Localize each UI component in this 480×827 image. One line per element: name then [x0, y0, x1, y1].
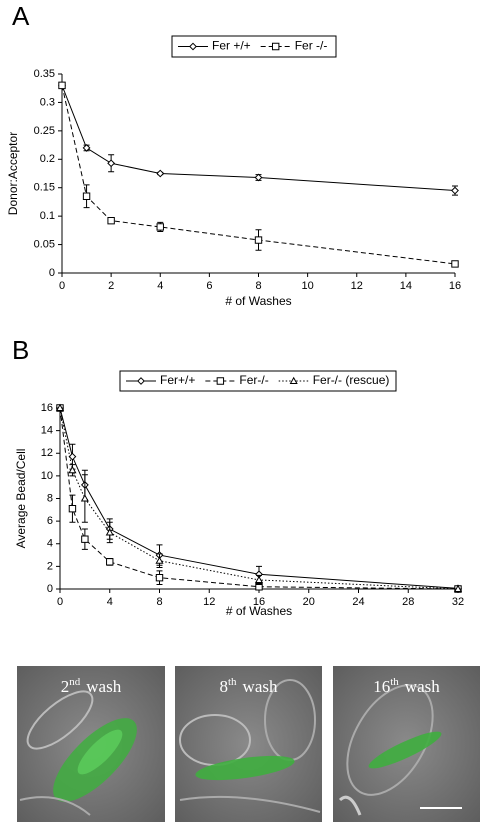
- y-tick-label: 0.1: [40, 210, 55, 222]
- marker: [106, 558, 114, 566]
- panel-label: A: [12, 1, 30, 31]
- marker: [82, 144, 91, 152]
- x-tick-label: 2: [108, 280, 114, 292]
- marker: [156, 169, 165, 178]
- y-tick-label: 0.35: [34, 68, 55, 80]
- y-tick-label: 0: [47, 583, 53, 595]
- y-tick-label: 16: [41, 402, 53, 414]
- x-tick-label: 6: [206, 280, 212, 292]
- y-tick-label: 14: [41, 425, 53, 437]
- x-tick-label: 32: [452, 596, 464, 608]
- marker: [137, 377, 145, 385]
- marker: [453, 584, 463, 593]
- y-tick-label: 0.05: [34, 238, 55, 250]
- x-tick-label: 12: [203, 596, 215, 608]
- micrograph: [333, 666, 480, 822]
- series-line: [59, 407, 459, 590]
- marker: [155, 556, 164, 564]
- legend-box: [171, 35, 337, 58]
- caption-number: 8: [219, 677, 228, 696]
- image-caption: 8th wash: [219, 676, 278, 696]
- x-tick-label: 28: [402, 596, 414, 608]
- y-tick-label: 2: [47, 560, 53, 572]
- x-tick-label: 4: [157, 280, 163, 292]
- legend-label: Fer-/- (rescue): [313, 373, 390, 387]
- x-tick-label: 16: [449, 280, 461, 292]
- marker: [80, 494, 89, 502]
- series-line: [61, 85, 456, 265]
- marker: [105, 528, 114, 536]
- marker: [216, 377, 225, 385]
- x-tick-label: 10: [302, 280, 314, 292]
- marker: [155, 573, 164, 582]
- series-line: [61, 85, 456, 192]
- marker: [254, 236, 263, 244]
- y-tick-label: 8: [47, 492, 53, 504]
- x-axis-label: # of Washes: [225, 294, 291, 308]
- caption-text: wash: [243, 677, 278, 696]
- marker: [451, 186, 459, 195]
- marker: [189, 42, 197, 51]
- legend-box: [119, 370, 397, 392]
- x-tick-label: 14: [400, 280, 412, 292]
- marker: [271, 42, 280, 51]
- x-tick-label: 24: [352, 596, 364, 608]
- y-tick-label: 0.15: [34, 182, 55, 194]
- marker: [451, 260, 459, 268]
- marker: [55, 403, 65, 412]
- x-tick-label: 20: [303, 596, 315, 608]
- marker: [82, 192, 91, 200]
- series-line: [59, 407, 459, 589]
- x-tick-label: 0: [57, 596, 63, 608]
- marker: [81, 535, 89, 543]
- marker: [107, 159, 116, 168]
- y-tick-label: 4: [47, 538, 53, 550]
- y-tick-label: 0: [49, 267, 55, 279]
- legend-label: Fer -/-: [295, 39, 328, 53]
- panel-label: B: [12, 335, 29, 365]
- y-tick-label: 12: [41, 447, 53, 459]
- x-axis-label: # of Washes: [226, 604, 292, 618]
- caption-suffix: th: [390, 676, 399, 688]
- caption-suffix: th: [228, 676, 237, 688]
- marker: [58, 81, 66, 90]
- marker: [254, 173, 263, 182]
- micrograph: [175, 666, 322, 822]
- marker: [107, 216, 115, 225]
- marker: [254, 575, 264, 584]
- series-line: [59, 407, 459, 590]
- legend-label: Fer+/+: [160, 373, 195, 387]
- caption-suffix: nd: [69, 676, 81, 688]
- legend-label: Fer-/-: [239, 373, 268, 387]
- legend-label: Fer +/+: [212, 39, 251, 53]
- x-tick-label: 12: [351, 280, 363, 292]
- micrograph: [17, 666, 165, 822]
- y-axis-label: Average Bead/Cell: [14, 449, 28, 549]
- y-tick-label: 0.25: [34, 125, 55, 137]
- x-tick-label: 8: [156, 596, 162, 608]
- y-tick-label: 0.2: [40, 153, 55, 165]
- y-tick-label: 6: [47, 515, 53, 527]
- y-tick-label: 10: [41, 470, 53, 482]
- marker: [156, 223, 164, 231]
- x-tick-label: 16: [253, 596, 265, 608]
- marker: [68, 452, 77, 461]
- image-caption: 16th wash: [373, 676, 440, 696]
- marker: [255, 583, 263, 591]
- caption-number: 16: [373, 677, 390, 696]
- caption-text: wash: [86, 677, 121, 696]
- caption-text: wash: [405, 677, 440, 696]
- marker: [289, 376, 298, 385]
- image-caption: 2nd wash: [61, 676, 122, 696]
- x-tick-label: 8: [255, 280, 261, 292]
- y-tick-label: 0.3: [40, 96, 55, 108]
- marker: [68, 504, 77, 513]
- x-tick-label: 4: [107, 596, 113, 608]
- x-tick-label: 0: [59, 280, 65, 292]
- marker: [68, 465, 77, 474]
- y-axis-label: Donor:Acceptor: [6, 132, 20, 215]
- caption-number: 2: [61, 677, 70, 696]
